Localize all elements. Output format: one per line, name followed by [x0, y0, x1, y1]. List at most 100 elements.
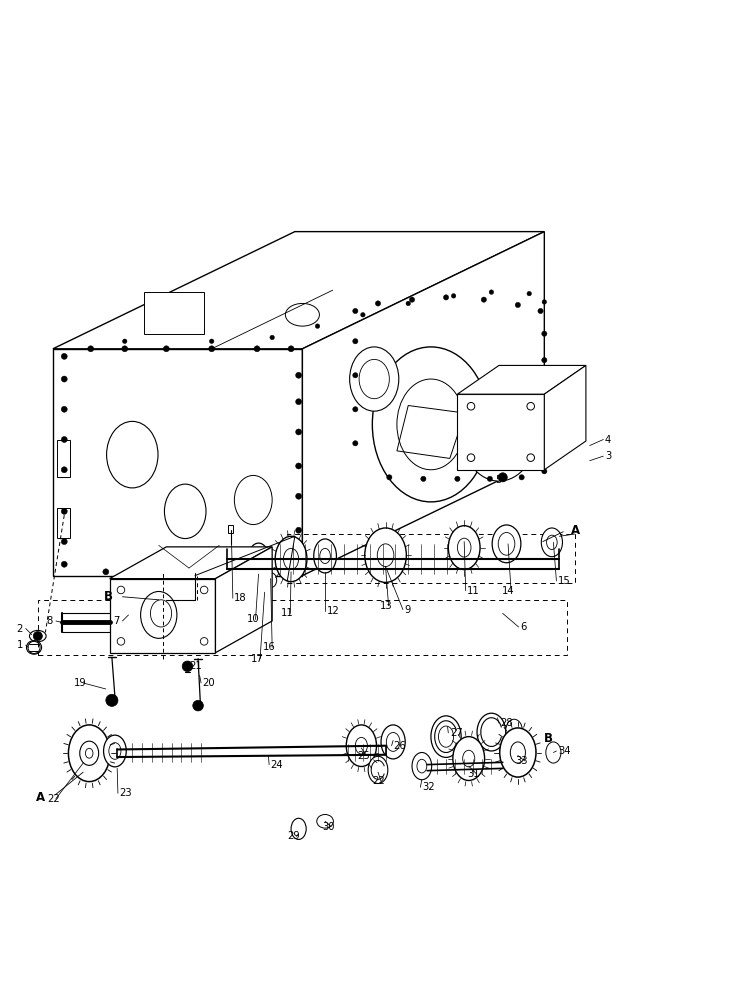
- Ellipse shape: [510, 742, 525, 763]
- Bar: [228, 525, 233, 533]
- Ellipse shape: [85, 748, 93, 758]
- Ellipse shape: [546, 742, 561, 763]
- Circle shape: [315, 324, 320, 328]
- Text: 25: 25: [357, 751, 370, 761]
- Ellipse shape: [368, 756, 388, 784]
- Circle shape: [541, 413, 547, 418]
- Ellipse shape: [320, 548, 330, 564]
- Circle shape: [481, 297, 487, 302]
- Ellipse shape: [386, 732, 400, 751]
- Circle shape: [538, 308, 543, 314]
- Circle shape: [270, 335, 274, 340]
- Text: 32: 32: [422, 782, 435, 792]
- Ellipse shape: [541, 528, 562, 557]
- Polygon shape: [110, 547, 272, 579]
- Ellipse shape: [506, 719, 522, 742]
- Circle shape: [527, 291, 531, 296]
- Ellipse shape: [233, 558, 243, 566]
- Text: 15: 15: [558, 576, 571, 586]
- Ellipse shape: [547, 535, 557, 550]
- Text: 5: 5: [495, 475, 501, 485]
- Text: 18: 18: [234, 593, 247, 603]
- Circle shape: [137, 569, 143, 575]
- Ellipse shape: [457, 538, 471, 557]
- Circle shape: [200, 638, 208, 645]
- Circle shape: [258, 569, 264, 575]
- Ellipse shape: [500, 728, 536, 777]
- Circle shape: [28, 641, 40, 653]
- Text: 3: 3: [605, 451, 611, 461]
- Ellipse shape: [265, 573, 277, 588]
- Text: 4: 4: [605, 435, 611, 445]
- Circle shape: [352, 373, 358, 378]
- Circle shape: [352, 407, 358, 412]
- Ellipse shape: [461, 383, 537, 481]
- Circle shape: [527, 402, 534, 410]
- Ellipse shape: [275, 536, 307, 582]
- Text: 6: 6: [520, 622, 526, 632]
- Circle shape: [122, 346, 128, 352]
- Circle shape: [542, 300, 547, 304]
- Circle shape: [352, 339, 358, 344]
- Circle shape: [61, 406, 67, 412]
- Circle shape: [61, 539, 67, 545]
- Circle shape: [487, 476, 493, 481]
- Circle shape: [106, 694, 118, 706]
- Text: 29: 29: [287, 831, 300, 841]
- Circle shape: [61, 508, 67, 514]
- Circle shape: [88, 346, 94, 352]
- Ellipse shape: [463, 750, 475, 767]
- Text: 17: 17: [251, 654, 264, 664]
- Circle shape: [175, 569, 181, 575]
- Polygon shape: [544, 365, 586, 470]
- Circle shape: [209, 346, 215, 352]
- Text: 9: 9: [404, 605, 411, 615]
- Text: B: B: [104, 590, 113, 603]
- Ellipse shape: [248, 543, 269, 575]
- Text: 23: 23: [119, 788, 132, 798]
- Circle shape: [182, 661, 193, 672]
- Text: 16: 16: [263, 642, 276, 652]
- Polygon shape: [110, 579, 215, 653]
- Text: 26: 26: [393, 741, 406, 751]
- Circle shape: [296, 372, 302, 378]
- Ellipse shape: [476, 402, 522, 461]
- Ellipse shape: [372, 347, 489, 502]
- Circle shape: [122, 339, 127, 344]
- Circle shape: [454, 476, 460, 481]
- Ellipse shape: [314, 539, 336, 573]
- Circle shape: [209, 339, 214, 344]
- Circle shape: [361, 313, 365, 317]
- Ellipse shape: [253, 550, 265, 568]
- Circle shape: [61, 376, 67, 382]
- Circle shape: [541, 331, 547, 336]
- Circle shape: [296, 429, 302, 435]
- Circle shape: [386, 475, 392, 480]
- Ellipse shape: [234, 475, 272, 525]
- Circle shape: [489, 290, 494, 294]
- Circle shape: [296, 557, 302, 564]
- Ellipse shape: [284, 548, 299, 570]
- Text: 28: 28: [500, 718, 513, 728]
- Polygon shape: [302, 232, 544, 576]
- Bar: [57, 440, 70, 477]
- Circle shape: [451, 294, 456, 298]
- Text: B: B: [544, 732, 553, 745]
- Circle shape: [61, 353, 67, 359]
- Ellipse shape: [477, 713, 506, 751]
- Text: 34: 34: [558, 746, 571, 756]
- Ellipse shape: [219, 553, 234, 565]
- Ellipse shape: [109, 743, 121, 759]
- Text: 30: 30: [322, 822, 335, 832]
- Ellipse shape: [417, 759, 426, 773]
- Ellipse shape: [448, 526, 480, 570]
- Circle shape: [467, 454, 475, 461]
- Polygon shape: [53, 232, 544, 349]
- Polygon shape: [215, 547, 272, 653]
- Ellipse shape: [412, 753, 432, 780]
- Circle shape: [103, 569, 109, 575]
- Ellipse shape: [165, 484, 206, 539]
- Circle shape: [288, 346, 294, 352]
- Circle shape: [541, 385, 547, 391]
- Text: 19: 19: [74, 678, 87, 688]
